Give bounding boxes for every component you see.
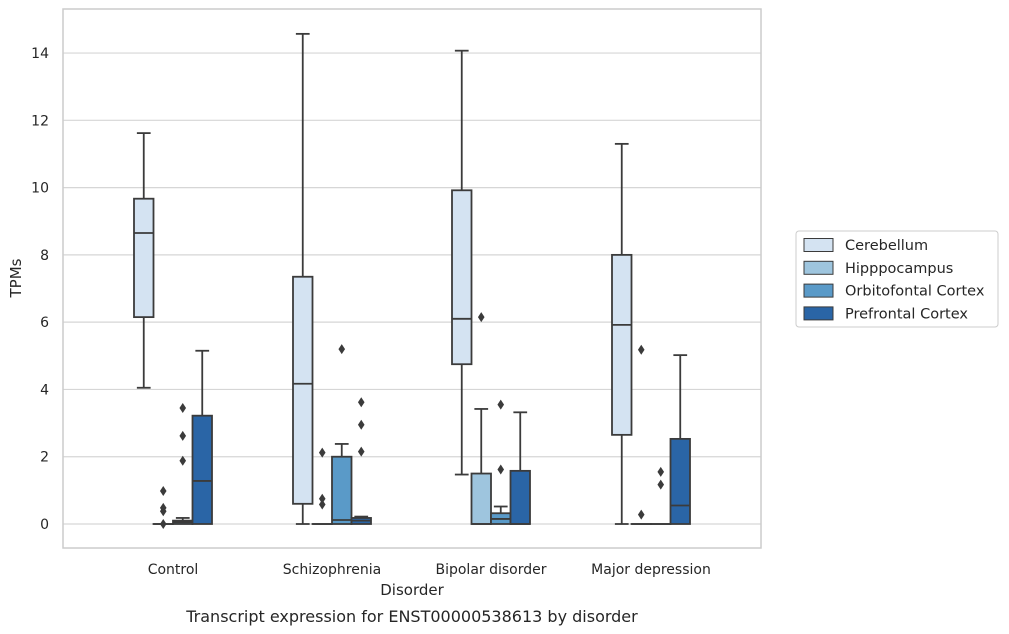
y-tick-label: 8 <box>40 248 49 264</box>
gridlines <box>63 52 761 525</box>
outlier-point <box>318 447 326 458</box>
box <box>611 142 633 525</box>
box <box>350 397 372 525</box>
outlier-point <box>357 446 365 457</box>
legend-label: Orbitofontal Cortex <box>845 284 985 300</box>
outlier-point <box>657 479 665 490</box>
outlier-point <box>637 344 645 355</box>
box <box>470 312 492 525</box>
x-tick-labels: Control Schizophrenia Bipolar disorder Majo… <box>148 562 711 578</box>
legend-label: Cerebellum <box>845 238 928 254</box>
x-tick-label: Major depression <box>591 562 711 578</box>
outlier-point <box>657 466 665 477</box>
y-tick-label: 2 <box>40 450 49 466</box>
box <box>669 354 691 525</box>
outlier-point <box>357 419 365 430</box>
series-cerebellum <box>133 32 633 525</box>
outlier-point <box>179 430 187 441</box>
outlier-point <box>338 344 346 355</box>
box <box>509 411 531 525</box>
x-tick-label: Schizophrenia <box>283 562 381 578</box>
box <box>331 344 353 525</box>
box-body <box>191 414 213 525</box>
box <box>133 132 155 389</box>
legend: Cerebellum Hipppocampus Orbitofontal Corte… <box>795 230 999 328</box>
box-body <box>509 469 531 525</box>
box <box>630 344 652 525</box>
legend-swatch <box>803 260 834 275</box>
boxes <box>133 32 691 529</box>
outlier-point <box>357 397 365 408</box>
outlier-point <box>477 312 485 323</box>
y-tick-label: 10 <box>31 181 49 197</box>
outlier-point <box>497 464 505 475</box>
box-body <box>331 455 353 525</box>
outlier-point <box>318 499 326 510</box>
box <box>451 49 473 476</box>
box-body <box>611 253 633 436</box>
box-body <box>451 189 473 366</box>
box <box>292 32 314 525</box>
outlier-point <box>497 399 505 410</box>
x-tick-label: Control <box>148 562 199 578</box>
y-tick-label: 0 <box>40 517 49 533</box>
box <box>152 486 174 529</box>
legend-item: Hipppocampus <box>803 260 953 277</box>
box <box>172 402 194 525</box>
series-prefrontal-cortex <box>191 349 691 525</box>
outlier-point <box>179 455 187 466</box>
y-tick-label: 14 <box>31 46 49 62</box>
legend-swatch <box>803 238 834 252</box>
plot-frame <box>62 8 762 549</box>
legend-frame <box>795 230 999 328</box>
x-axis-title: Disorder <box>380 581 444 599</box>
outlier-point <box>159 519 167 529</box>
y-tick-label: 6 <box>40 315 49 331</box>
box <box>650 466 672 525</box>
legend-item: Prefrontal Cortex <box>803 306 968 322</box>
box-body <box>133 197 155 319</box>
chart-caption: Transcript expression for ENST0000053861… <box>185 607 638 626</box>
legend-item: Orbitofontal Cortex <box>803 283 985 300</box>
legend-item: Cerebellum <box>803 238 928 254</box>
outlier-point <box>637 509 645 520</box>
x-tick-label: Bipolar disorder <box>435 562 546 578</box>
legend-label: Prefrontal Cortex <box>845 306 968 322</box>
legend-swatch <box>803 283 834 298</box>
series-orbitofontal-cortex <box>172 344 672 525</box>
box-body <box>470 472 492 525</box>
outlier-point <box>159 502 167 513</box>
box-body <box>292 275 314 505</box>
legend-label: Hipppocampus <box>845 261 953 277</box>
box <box>191 349 213 525</box>
y-tick-label: 12 <box>31 113 49 129</box>
box <box>311 447 333 525</box>
series-hipppocampus <box>152 312 652 529</box>
y-tick-label: 4 <box>40 382 49 398</box>
box-body <box>669 437 691 525</box>
y-axis-title: TPMs <box>7 258 25 298</box>
outlier-point <box>179 402 187 413</box>
legend-swatch <box>803 306 834 321</box>
outlier-point <box>318 493 326 504</box>
box <box>490 399 512 525</box>
y-tick-labels: 0 2 4 6 8 10 12 14 <box>31 46 49 533</box>
outlier-point <box>159 486 167 497</box>
